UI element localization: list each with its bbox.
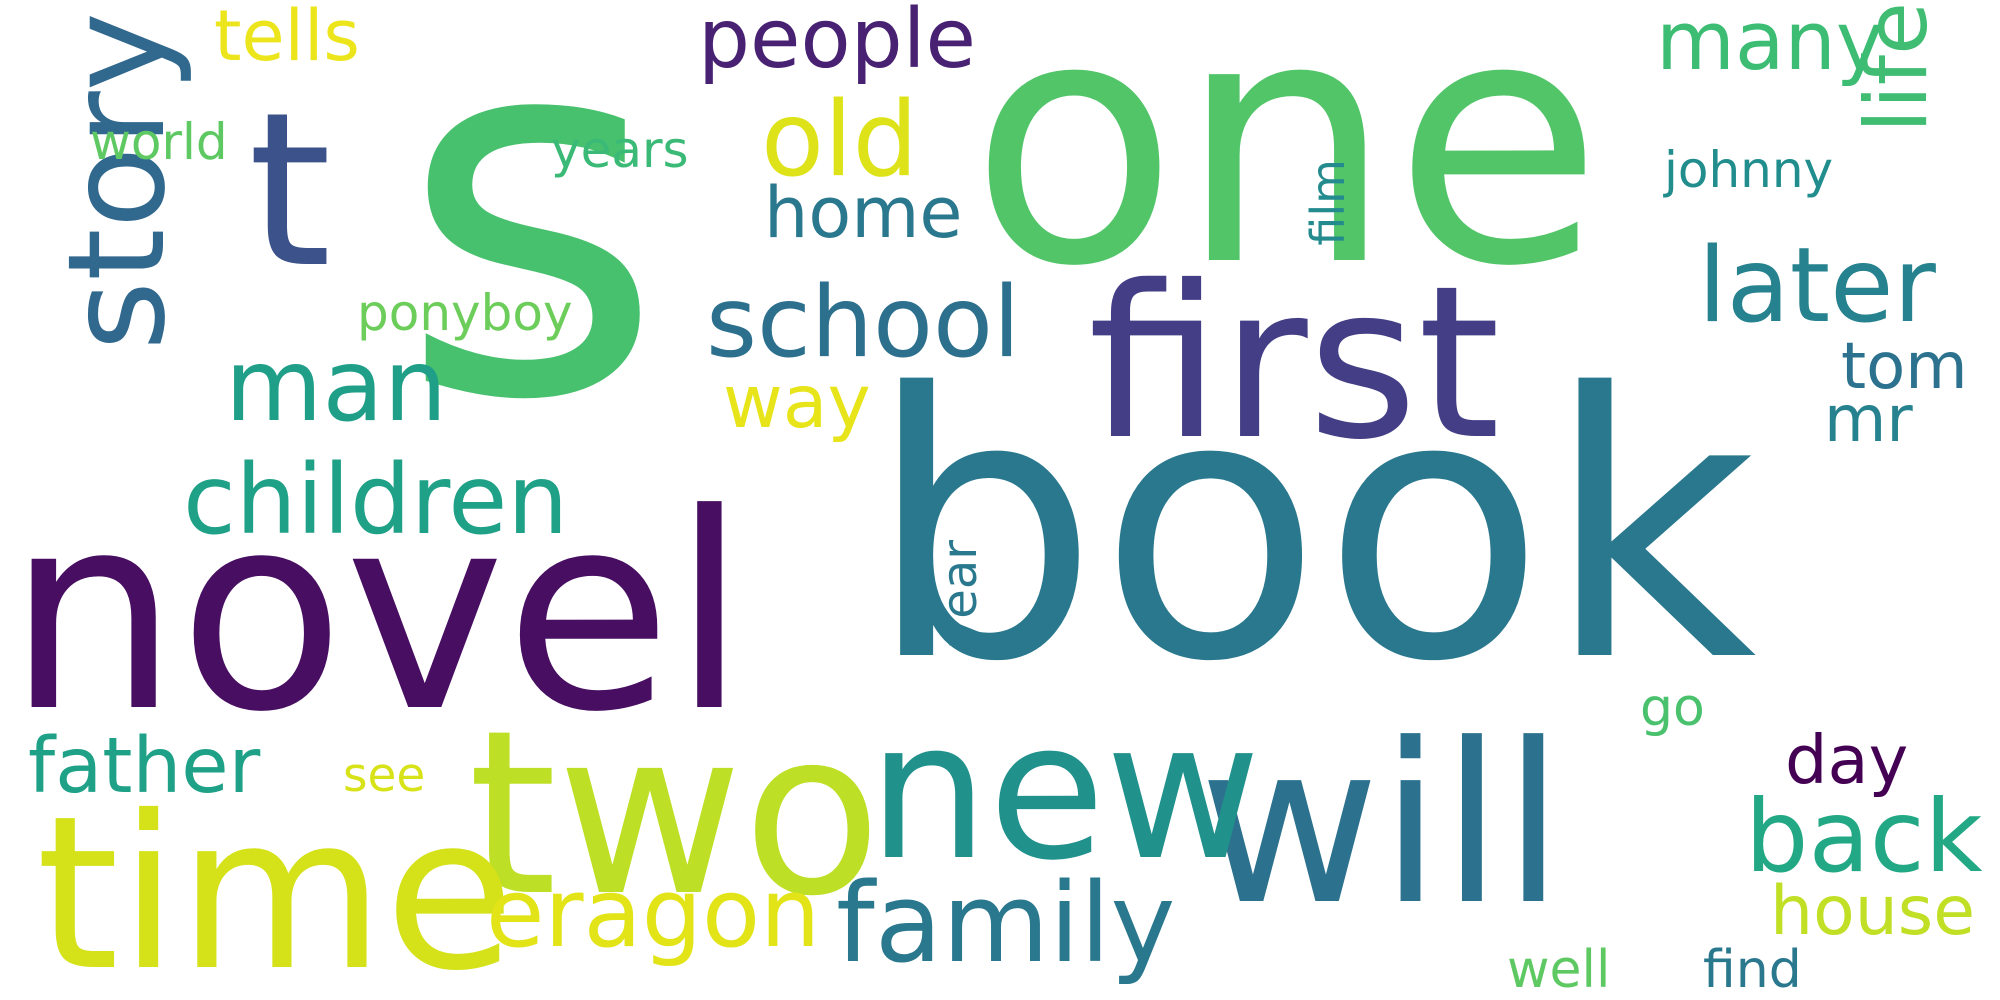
word-mr: mr bbox=[1824, 383, 1913, 457]
word-father: father bbox=[28, 722, 261, 811]
word-story: story bbox=[39, 12, 195, 351]
word-one: one bbox=[970, 0, 1603, 341]
word-new: new bbox=[868, 681, 1261, 902]
word-day: day bbox=[1785, 721, 1909, 799]
word-children: children bbox=[183, 444, 569, 556]
word-find: find bbox=[1703, 940, 1802, 1000]
word-will: will bbox=[1199, 697, 1564, 954]
word-tom: tom bbox=[1841, 330, 1968, 404]
word-house: house bbox=[1770, 872, 1976, 951]
word-way: way bbox=[723, 360, 871, 445]
word-well: well bbox=[1507, 940, 1611, 1000]
word-s: s bbox=[398, 0, 665, 512]
word-man: man bbox=[225, 327, 448, 444]
word-many: many bbox=[1656, 0, 1884, 89]
word-eragon: eragon bbox=[486, 859, 821, 969]
word-see: see bbox=[343, 748, 426, 803]
word-time: time bbox=[36, 770, 515, 1000]
word-home: home bbox=[764, 172, 963, 254]
word-go: go bbox=[1640, 678, 1705, 738]
word-later: later bbox=[1698, 226, 1936, 346]
word-johnny: johnny bbox=[1664, 141, 1834, 199]
word-back: back bbox=[1745, 778, 1983, 895]
word-year: year bbox=[932, 540, 988, 648]
word-book: book bbox=[867, 317, 1757, 742]
word-people: people bbox=[698, 0, 976, 87]
word-world: world bbox=[90, 113, 228, 171]
word-tells: tells bbox=[214, 0, 360, 77]
word-two: two bbox=[468, 681, 882, 946]
word-family: family bbox=[836, 859, 1176, 987]
word-years: years bbox=[551, 121, 689, 179]
word-novel: novel bbox=[7, 455, 747, 771]
word-ponyboy: ponyboy bbox=[357, 284, 573, 342]
word-t: t bbox=[248, 67, 332, 315]
word-school: school bbox=[706, 266, 1021, 380]
word-old: old bbox=[761, 80, 919, 200]
word-first: first bbox=[1088, 240, 1501, 486]
word-film: film bbox=[1301, 159, 1355, 246]
